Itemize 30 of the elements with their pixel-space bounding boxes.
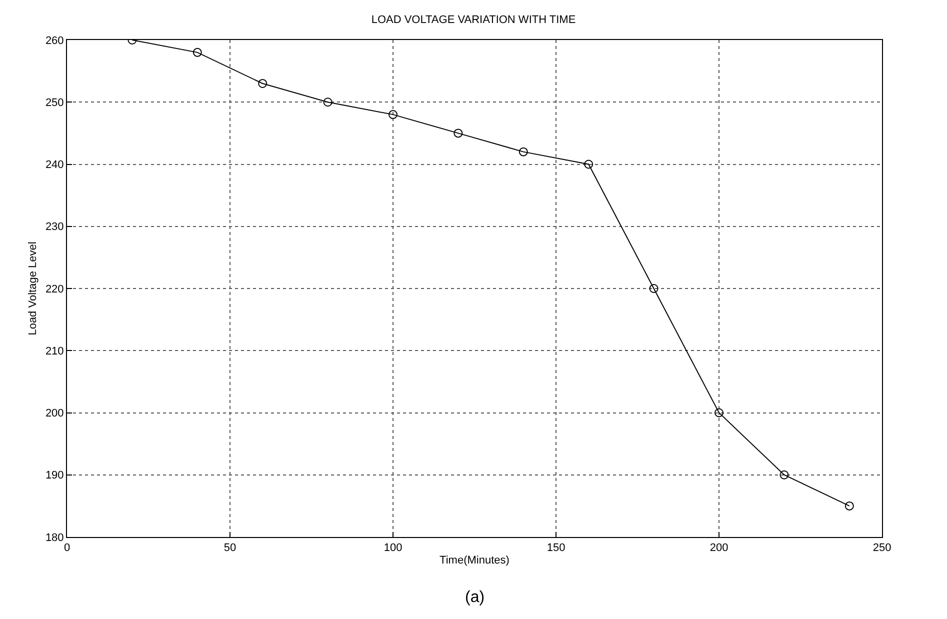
y-axis-title: Load Voltage Level: [27, 242, 40, 336]
y-tick-label: 180: [45, 532, 64, 544]
y-tick-label: 240: [45, 159, 64, 172]
point: [714, 408, 724, 418]
y-tick-label: 210: [45, 345, 64, 358]
chart-title: LOAD VOLTAGE VARIATION WITH TIME: [371, 14, 576, 26]
point: [780, 470, 789, 480]
point: [518, 147, 528, 156]
point: [388, 110, 398, 120]
x-tick-label: 250: [872, 542, 892, 554]
y-tick-label: 260: [45, 34, 64, 47]
y-tick-label: 230: [45, 221, 64, 234]
point: [454, 128, 463, 138]
x-tick-label: 100: [384, 542, 402, 554]
text: (a): [465, 589, 485, 606]
y-tick-label: 200: [45, 408, 64, 420]
x-tick-label: 150: [546, 542, 566, 554]
point: [649, 284, 658, 293]
y-tick-label: 250: [45, 96, 64, 109]
x-tick-label: 0: [64, 542, 70, 554]
point: [844, 501, 854, 510]
x-tick-label: 50: [224, 542, 236, 554]
point: [258, 78, 268, 88]
y-tick-label: 190: [45, 470, 64, 482]
y-tick-label: 220: [45, 283, 64, 296]
x-axis-title: Time(Minutes): [440, 554, 510, 566]
point: [584, 160, 594, 169]
x-tick-label: 200: [710, 542, 728, 554]
point: [323, 98, 332, 107]
point: [192, 48, 202, 57]
